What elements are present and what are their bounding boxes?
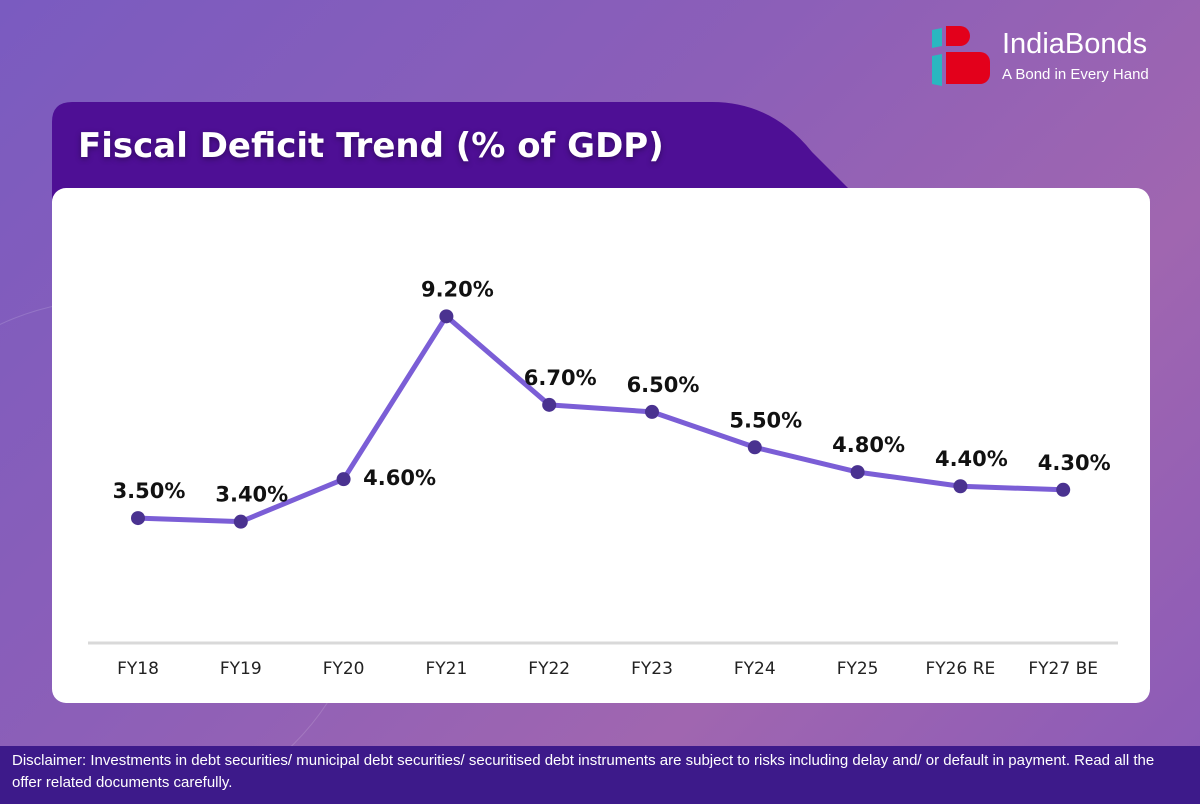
chart-title: Fiscal Deficit Trend (% of GDP) [78,126,664,166]
x-tick-label: FY22 [528,659,570,679]
chart-card: 3.50% FY18 3.40% FY19 4.60% FY20 9.20% FY21 6.70… [52,188,1150,703]
data-point [953,479,968,494]
x-tick-label: FY20 [323,659,365,679]
x-tick-label: FY18 [117,659,159,679]
data-label: 3.40% [215,483,288,507]
data-label: 9.20% [421,277,494,301]
x-tick-label: FY27 BE [1028,659,1098,679]
x-tick-label: FY26 RE [926,659,996,679]
x-tick-label: FY25 [837,659,879,679]
disclaimer: Disclaimer: Investments in debt securiti… [0,746,1200,804]
title-banner [52,102,852,212]
x-tick-label: FY21 [426,659,468,679]
data-label: 3.50% [113,479,186,503]
line-chart: 3.50% FY18 3.40% FY19 4.60% FY20 9.20% FY21 6.70… [88,277,1118,679]
data-label: 5.50% [729,408,802,432]
series-line [137,313,1064,525]
data-label: 4.60% [363,466,436,490]
data-point [645,404,659,419]
data-point [1056,482,1071,497]
data-label: 4.80% [832,433,905,457]
data-point [542,397,557,412]
data-label: 4.40% [935,447,1008,471]
data-point [233,514,248,529]
data-label: 6.50% [627,373,700,397]
data-label: 6.70% [524,366,597,390]
data-point [336,472,351,487]
brand-tagline: A Bond in Every Hand [1002,66,1149,83]
indiabonds-logo-icon [932,26,990,86]
data-point [439,309,454,324]
brand-name: IndiaBonds [1002,28,1148,60]
data-label: 4.30% [1038,451,1111,475]
x-tick-label: FY19 [220,659,262,679]
x-tick-label: FY23 [631,659,673,679]
data-point [131,511,145,526]
x-tick-label: FY24 [734,659,776,679]
data-point [747,440,762,455]
data-point [850,465,865,480]
